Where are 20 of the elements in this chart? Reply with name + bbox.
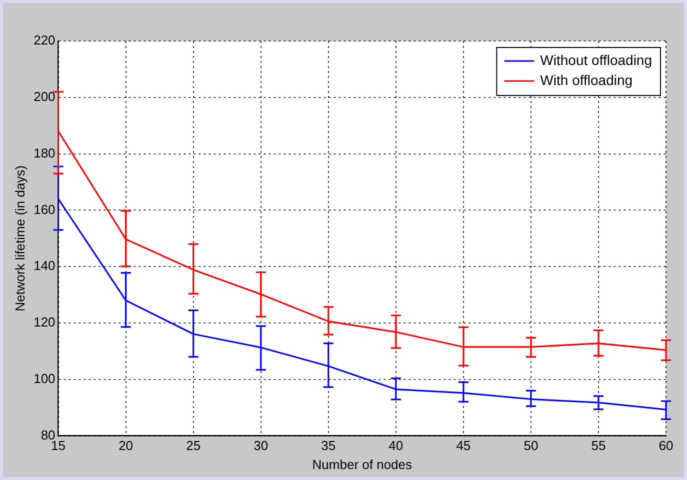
x-tick-label: 30 — [254, 438, 268, 454]
x-tick-label: 45 — [456, 438, 471, 454]
x-tick-label: 40 — [388, 438, 404, 454]
x-tick-label: 50 — [524, 438, 538, 454]
x-tick-label: 60 — [658, 438, 674, 454]
x-tick-label: 25 — [186, 438, 201, 454]
x-tick-label: 35 — [321, 438, 336, 454]
y-tick-label: 100 — [34, 370, 56, 386]
y-tick-label: 200 — [34, 88, 56, 104]
x-tick-label: 20 — [118, 438, 134, 454]
y-tick-label: 160 — [34, 202, 56, 217]
y-tick-label: 220 — [34, 32, 56, 48]
legend-label: With offloading — [540, 72, 633, 88]
legend-label: Without offloading — [540, 52, 652, 68]
y-tick-label: 120 — [34, 314, 56, 330]
x-tick-label: 55 — [591, 438, 606, 454]
y-axis-title: Network lifetime (in days) — [12, 165, 28, 312]
y-tick-label: 140 — [34, 258, 56, 274]
x-axis-title: Number of nodes — [312, 456, 412, 472]
y-tick-label: 180 — [34, 145, 56, 160]
